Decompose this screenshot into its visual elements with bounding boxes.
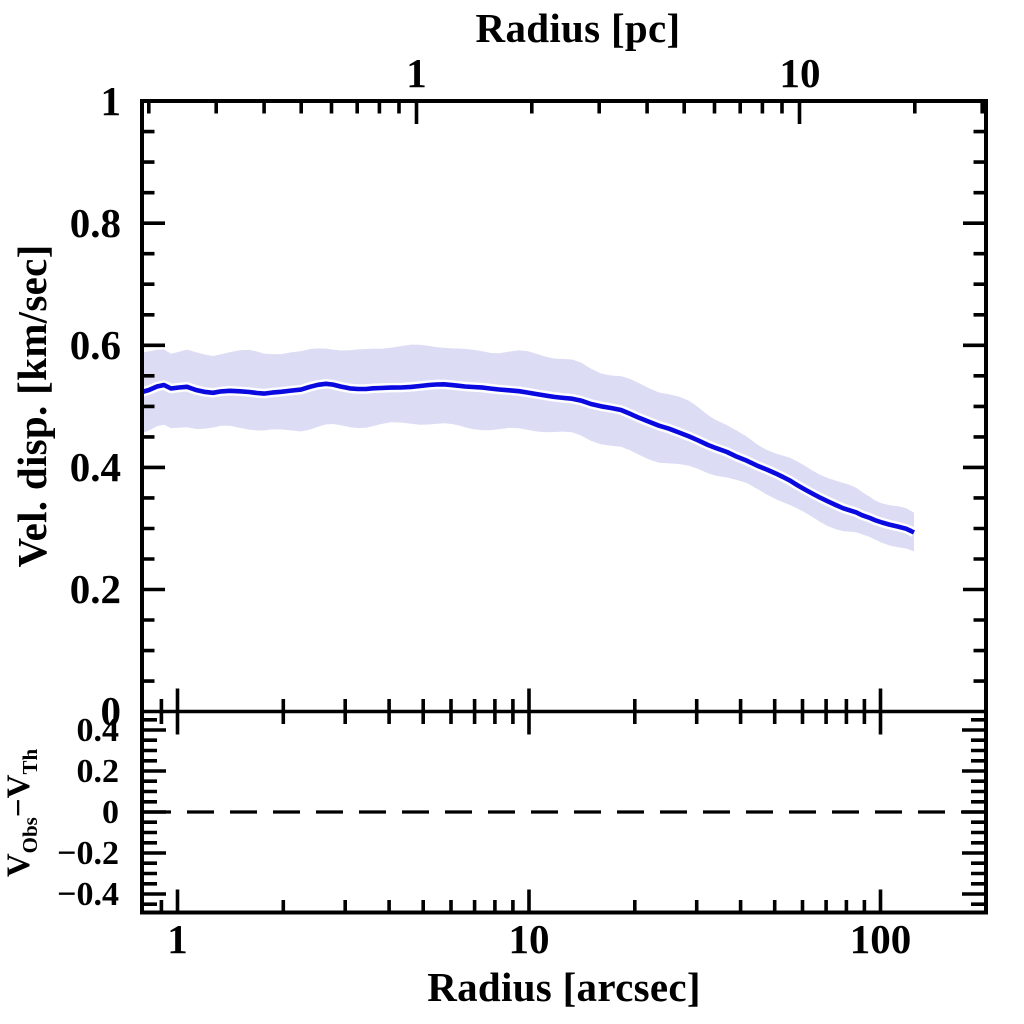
svg-text:Vel. disp. [km/sec]: Vel. disp. [km/sec] <box>9 244 55 567</box>
svg-text:0.2: 0.2 <box>70 566 121 612</box>
svg-text:0: 0 <box>102 794 119 831</box>
svg-text:0: 0 <box>101 688 122 734</box>
svg-text:0.4: 0.4 <box>70 444 121 490</box>
svg-text:100: 100 <box>850 916 912 962</box>
svg-text:1: 1 <box>406 50 427 96</box>
svg-text:0.8: 0.8 <box>70 200 121 246</box>
svg-text:VObs−VTh: VObs−VTh <box>1 749 42 878</box>
svg-text:0.2: 0.2 <box>77 753 120 790</box>
svg-text:1: 1 <box>101 78 122 124</box>
svg-text:−0.2: −0.2 <box>57 835 119 872</box>
svg-text:Radius [arcsec]: Radius [arcsec] <box>427 964 701 1010</box>
svg-text:10: 10 <box>509 916 550 962</box>
svg-text:0.4: 0.4 <box>77 712 120 749</box>
svg-text:1: 1 <box>167 916 188 962</box>
svg-text:Radius [pc]: Radius [pc] <box>476 5 681 51</box>
svg-text:10: 10 <box>780 50 821 96</box>
svg-text:0.6: 0.6 <box>70 322 121 368</box>
svg-text:−0.4: −0.4 <box>57 876 119 913</box>
